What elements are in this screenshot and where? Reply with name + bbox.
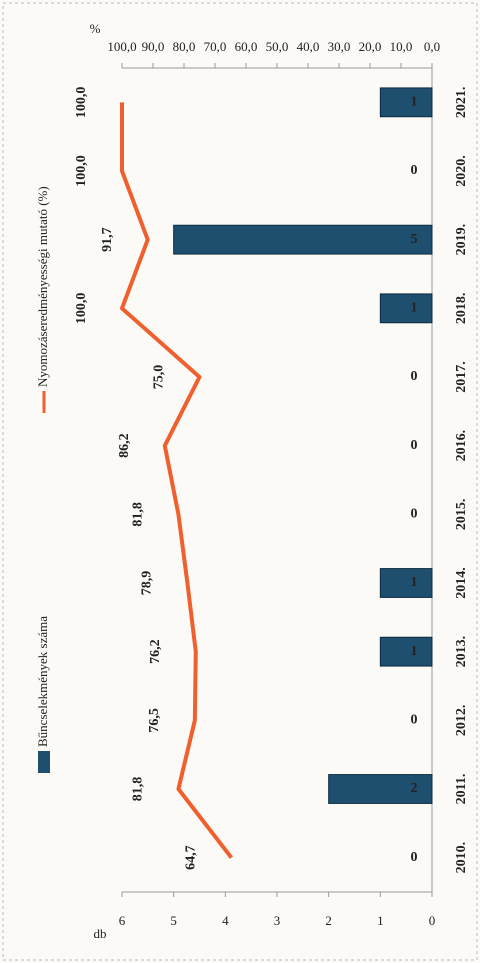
bar-value-label: 1 bbox=[411, 301, 418, 316]
x-tick-label: 2015. bbox=[454, 499, 469, 531]
y-tick-label: 1 bbox=[377, 913, 384, 928]
x-tick-label: 2017. bbox=[454, 361, 469, 393]
legend-swatch bbox=[38, 751, 50, 773]
y2-tick-label: 10,0 bbox=[390, 39, 413, 54]
bar bbox=[379, 293, 433, 324]
y-axis-label: db bbox=[94, 926, 107, 941]
line-value-label: 78,9 bbox=[140, 571, 155, 596]
bar bbox=[379, 87, 433, 118]
x-tick-label: 2012. bbox=[454, 705, 469, 737]
x-tick-label: 2016. bbox=[454, 430, 469, 462]
x-tick-label: 2013. bbox=[454, 636, 469, 668]
legend-label: Nyomozáseredményességi mutató (%) bbox=[35, 186, 50, 387]
y-tick-label: 0 bbox=[429, 913, 436, 928]
line-value-label: 100,0 bbox=[74, 293, 89, 325]
x-tick-label: 2020. bbox=[454, 155, 469, 187]
x-tick-label: 2019. bbox=[454, 224, 469, 256]
x-tick-label: 2018. bbox=[454, 293, 469, 325]
bar-value-label: 0 bbox=[411, 850, 418, 865]
x-tick-label: 2014. bbox=[454, 567, 469, 599]
y-tick-label: 5 bbox=[170, 913, 177, 928]
bar-value-label: 0 bbox=[411, 507, 418, 522]
line-value-label: 100,0 bbox=[74, 87, 89, 119]
bar bbox=[173, 224, 433, 255]
bar-value-label: 0 bbox=[411, 163, 418, 178]
line bbox=[120, 102, 234, 859]
line-value-label: 76,2 bbox=[148, 639, 163, 664]
y-tick-label: 6 bbox=[119, 913, 126, 928]
y2-tick-label: 0,0 bbox=[424, 39, 440, 54]
y2-tick-label: 90,0 bbox=[142, 39, 165, 54]
line-value-label: 75,0 bbox=[152, 365, 167, 390]
bar-value-label: 0 bbox=[411, 369, 418, 384]
y2-tick-label: 100,0 bbox=[107, 39, 136, 54]
x-tick-label: 2021. bbox=[454, 87, 469, 119]
y-tick-label: 3 bbox=[274, 913, 281, 928]
line-value-label: 64,7 bbox=[184, 845, 199, 870]
line-value-label: 86,2 bbox=[117, 433, 132, 458]
x-tick-label: 2011. bbox=[454, 774, 469, 805]
y2-tick-label: 40,0 bbox=[297, 39, 320, 54]
x-tick-label: 2010. bbox=[454, 842, 469, 874]
y-tick-label: 2 bbox=[325, 913, 332, 928]
bar-value-label: 5 bbox=[411, 232, 418, 247]
line-value-label: 91,7 bbox=[100, 227, 115, 252]
line-value-label: 100,0 bbox=[74, 155, 89, 187]
bar bbox=[379, 636, 433, 667]
bar-value-label: 1 bbox=[411, 644, 418, 659]
bar-value-label: 1 bbox=[411, 575, 418, 590]
bar-value-label: 0 bbox=[411, 438, 418, 453]
y-tick-label: 4 bbox=[222, 913, 229, 928]
y2-tick-label: 60,0 bbox=[235, 39, 258, 54]
line-value-label: 81,8 bbox=[131, 777, 146, 802]
line-value-label: 81,8 bbox=[131, 502, 146, 527]
line-value-label: 76,5 bbox=[147, 708, 162, 733]
y2-axis-label: % bbox=[90, 21, 101, 36]
bar-value-label: 1 bbox=[411, 95, 418, 110]
bar bbox=[379, 568, 433, 598]
bar bbox=[328, 774, 433, 804]
legend-label: Bűncselekmények száma bbox=[35, 616, 50, 747]
y2-tick-label: 80,0 bbox=[173, 39, 196, 54]
y2-tick-label: 30,0 bbox=[328, 39, 351, 54]
y2-tick-label: 50,0 bbox=[266, 39, 289, 54]
bar-value-label: 2 bbox=[411, 781, 418, 796]
rotated-chart: 01234560,010,020,030,040,050,060,070,080… bbox=[35, 21, 469, 941]
y2-tick-label: 20,0 bbox=[359, 39, 382, 54]
bar-value-label: 0 bbox=[411, 713, 418, 728]
y2-tick-label: 70,0 bbox=[204, 39, 227, 54]
